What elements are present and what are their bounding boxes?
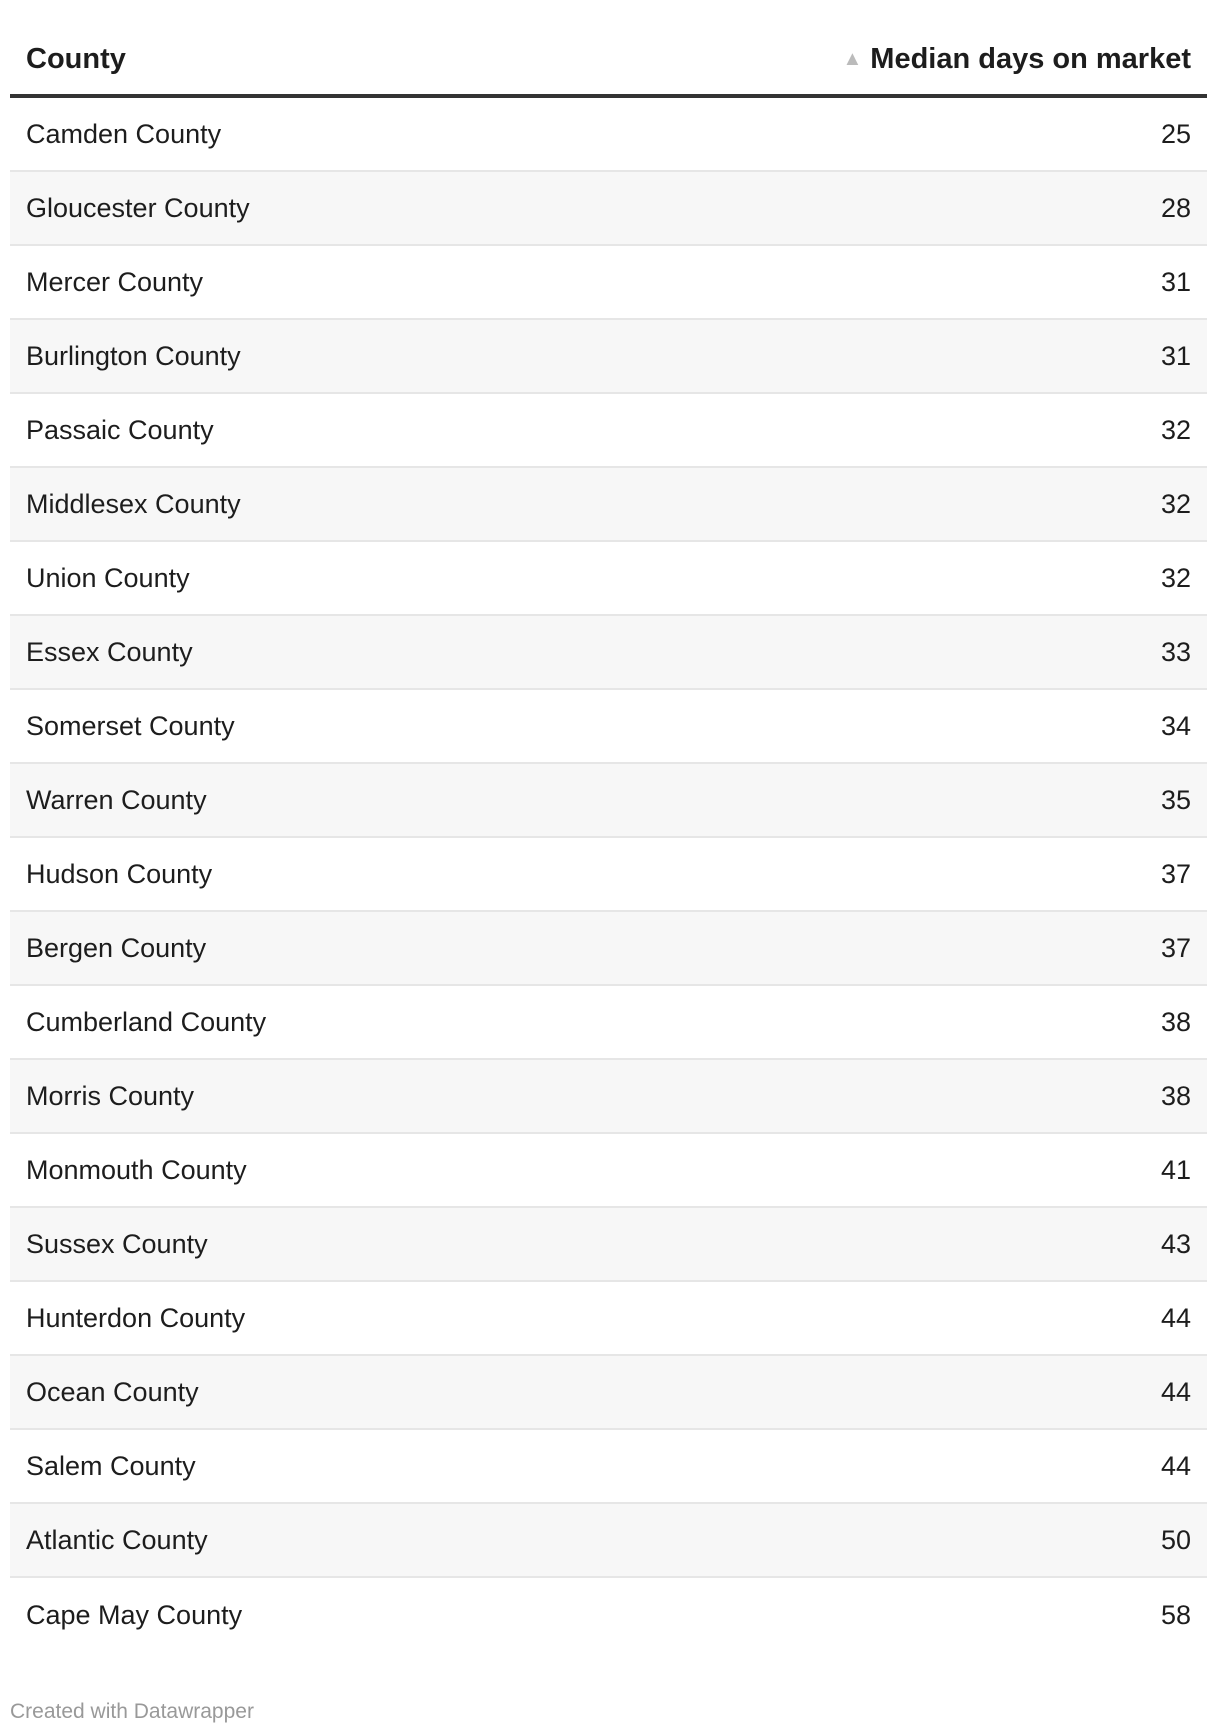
county-cell: Middlesex County [26,488,241,519]
table-row: Hunterdon County 44 [10,1282,1207,1356]
county-cell: Essex County [26,636,193,667]
county-cell: Hunterdon County [26,1302,246,1333]
county-cell: Monmouth County [26,1154,247,1185]
median-days-cell: 35 [1160,784,1191,815]
county-cell: Salem County [26,1450,196,1481]
median-days-cell: 37 [1160,858,1191,889]
median-days-cell: 31 [1160,266,1191,297]
table-row: Warren County 35 [10,764,1207,838]
table-row: Cumberland County 38 [10,986,1207,1060]
county-cell: Hudson County [26,858,213,889]
median-days-cell: 44 [1160,1450,1191,1481]
table-row: Cape May County 58 [10,1578,1207,1652]
median-days-cell: 28 [1160,192,1191,223]
sort-ascending-icon[interactable]: ▲ [842,48,863,70]
table-body: Camden County 25 Gloucester County 28 Mercer… [10,98,1207,1652]
median-days-cell: 31 [1160,340,1191,371]
median-days-cell: 34 [1160,710,1191,741]
table-row: Ocean County 44 [10,1356,1207,1430]
county-cell: Camden County [26,118,222,149]
median-days-cell: 41 [1160,1154,1191,1185]
table-row: Union County 32 [10,542,1207,616]
median-days-cell: 33 [1160,636,1191,667]
table-row: Middlesex County 32 [10,468,1207,542]
median-days-cell: 25 [1160,118,1191,149]
table-row: Somerset County 34 [10,690,1207,764]
footer-credit[interactable]: Created with Datawrapper [10,1700,254,1723]
column-header-median-days[interactable]: ▲ Median days on market [842,43,1191,76]
table-row: Sussex County 43 [10,1208,1207,1282]
county-cell: Warren County [26,784,207,815]
county-cell: Union County [26,562,190,593]
median-days-cell: 44 [1160,1376,1191,1407]
county-cell: Cape May County [26,1599,243,1630]
county-cell: Sussex County [26,1228,208,1259]
county-cell: Passaic County [26,414,214,445]
table-row: Bergen County 37 [10,912,1207,986]
table-row: Morris County 38 [10,1060,1207,1134]
median-days-cell: 37 [1160,932,1191,963]
table-header: County ▲ Median days on market [10,0,1207,98]
median-days-cell: 38 [1160,1006,1191,1037]
county-cell: Bergen County [26,932,207,963]
table-row: Passaic County 32 [10,394,1207,468]
table-row: Atlantic County 50 [10,1504,1207,1578]
median-days-cell: 58 [1160,1599,1191,1630]
county-cell: Morris County [26,1080,195,1111]
median-days-cell: 44 [1160,1302,1191,1333]
column-header-median-days-label: Median days on market [870,43,1191,75]
median-days-cell: 38 [1160,1080,1191,1111]
county-cell: Atlantic County [26,1524,208,1555]
median-days-cell: 32 [1160,562,1191,593]
county-cell: Gloucester County [26,192,250,223]
table-row: Camden County 25 [10,98,1207,172]
median-days-cell: 32 [1160,488,1191,519]
county-table: County ▲ Median days on market Camden Cou… [10,0,1207,1652]
table-row: Hudson County 37 [10,838,1207,912]
county-cell: Ocean County [26,1376,199,1407]
median-days-cell: 50 [1160,1524,1191,1555]
county-cell: Mercer County [26,266,204,297]
table-row: Gloucester County 28 [10,172,1207,246]
table-row: Essex County 33 [10,616,1207,690]
median-days-cell: 32 [1160,414,1191,445]
county-cell: Somerset County [26,710,235,741]
table-row: Salem County 44 [10,1430,1207,1504]
median-days-cell: 43 [1160,1228,1191,1259]
table-row: Monmouth County 41 [10,1134,1207,1208]
column-header-county[interactable]: County [26,43,126,75]
county-cell: Cumberland County [26,1006,267,1037]
county-cell: Burlington County [26,340,241,371]
table-row: Burlington County 31 [10,320,1207,394]
table-row: Mercer County 31 [10,246,1207,320]
